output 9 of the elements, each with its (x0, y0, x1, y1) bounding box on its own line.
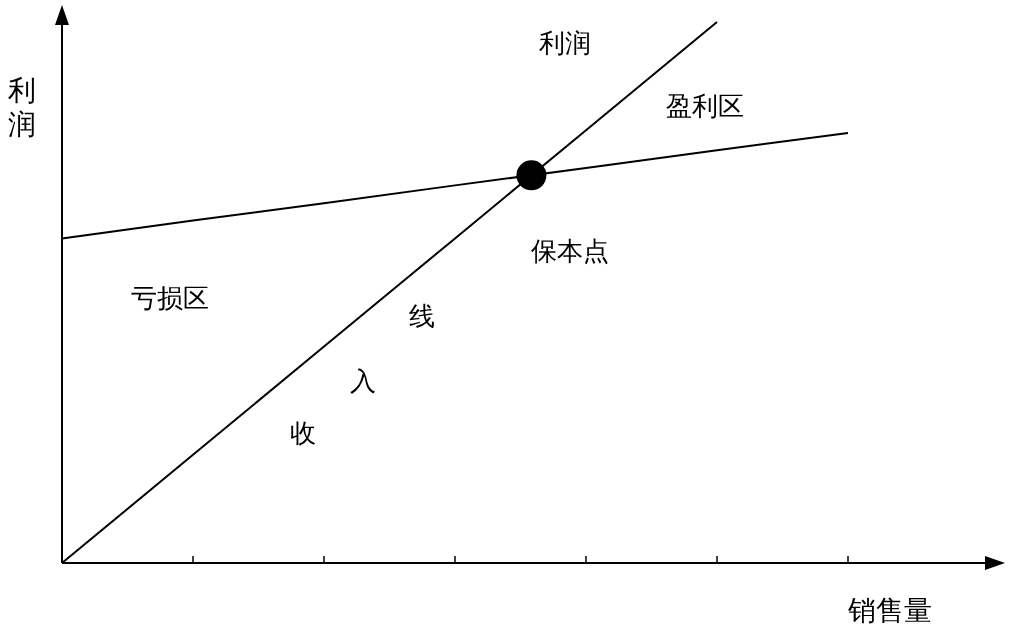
annotation: 收 (290, 418, 316, 448)
annotation: 入 (350, 366, 376, 396)
annotation: 线 (409, 301, 435, 331)
text: 利润 (8, 74, 36, 141)
x-axis-title: 销售量 (847, 594, 932, 627)
annotation: 亏损区 (131, 283, 209, 313)
annotation: 保本点 (531, 236, 609, 266)
annotation: 盈利区 (666, 91, 744, 121)
y-axis-title: 利润 (539, 28, 591, 58)
